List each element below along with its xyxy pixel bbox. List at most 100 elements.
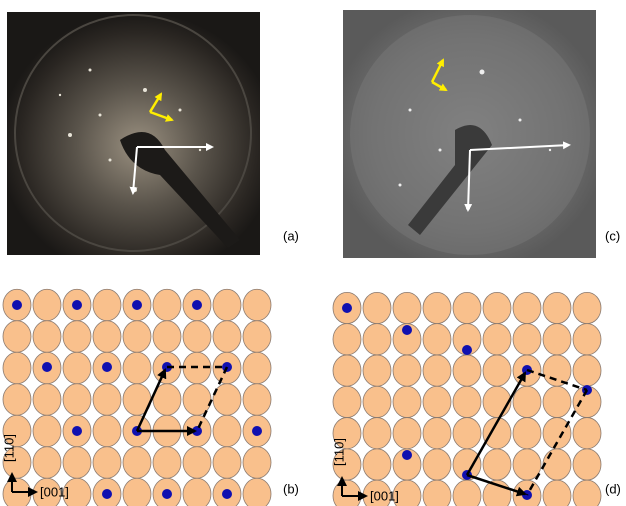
atom [213,447,241,479]
atom [573,449,601,480]
atom [423,292,451,323]
atom [183,478,211,506]
atom [453,386,481,417]
atom [363,449,391,480]
atom [123,321,151,353]
atom [483,449,511,480]
adsorbate [42,362,52,372]
atom [543,386,571,417]
adsorbate [402,450,412,460]
atom [483,355,511,386]
atom [243,289,271,321]
atom [453,355,481,386]
atom [213,384,241,416]
atom [333,386,361,417]
atom [93,447,121,479]
atom [573,292,601,323]
atom [243,384,271,416]
atom [513,292,541,323]
atom [423,418,451,449]
atom [363,418,391,449]
atom [333,324,361,355]
atom [573,324,601,355]
atom [63,352,91,384]
figure: (a) (b) (c) (d) [110] [001] [110] [001] [0,0,626,506]
adsorbate [102,362,112,372]
atom [333,355,361,386]
atom [153,447,181,479]
atom [213,321,241,353]
atom [453,480,481,506]
atom [573,418,601,449]
atom [333,480,361,506]
atom [243,478,271,506]
atom [123,478,151,506]
leed-image-c [343,10,596,258]
panel-label: (d) [605,481,621,496]
atom [423,355,451,386]
atom [363,355,391,386]
atom [393,386,421,417]
atom [393,355,421,386]
atom [213,415,241,447]
atom [513,386,541,417]
adsorbate [402,325,412,335]
atom [3,352,31,384]
atom [243,352,271,384]
atom [93,415,121,447]
atom [543,449,571,480]
panel-label: (b) [283,481,299,496]
panel-label: (c) [605,228,620,243]
atom [213,289,241,321]
adsorbate [132,300,142,310]
atom [33,447,61,479]
atom [543,480,571,506]
panel-label: (a) [283,228,299,243]
adsorbate [192,300,202,310]
lattice-b [3,289,271,506]
atom [123,352,151,384]
atom [393,418,421,449]
adsorbate [72,426,82,436]
adsorbate [222,489,232,499]
adsorbate [162,489,172,499]
atom [483,386,511,417]
atom [183,447,211,479]
atom [453,418,481,449]
leed-image-a [7,12,260,255]
atom [453,292,481,323]
atom [423,480,451,506]
atom [363,386,391,417]
atom [243,447,271,479]
adsorbate [342,303,352,313]
atom [33,415,61,447]
atom [423,449,451,480]
axis-label: [001] [370,488,399,503]
atom [33,384,61,416]
atom [93,384,121,416]
atom [423,386,451,417]
adsorbate [252,426,262,436]
atom [573,355,601,386]
adsorbate [102,489,112,499]
atom [153,321,181,353]
atom [483,292,511,323]
axis-label: [001] [40,484,69,499]
axis-label: [110] [1,434,16,462]
atom [123,447,151,479]
atom [183,384,211,416]
atom [93,321,121,353]
atom [513,324,541,355]
atom [153,289,181,321]
axis-label: [110] [331,438,346,466]
atom [243,321,271,353]
atom [543,324,571,355]
atom [423,324,451,355]
atom [363,324,391,355]
atom [93,289,121,321]
atom [3,384,31,416]
atom [543,292,571,323]
atom [393,292,421,323]
atom [183,321,211,353]
atom [483,324,511,355]
